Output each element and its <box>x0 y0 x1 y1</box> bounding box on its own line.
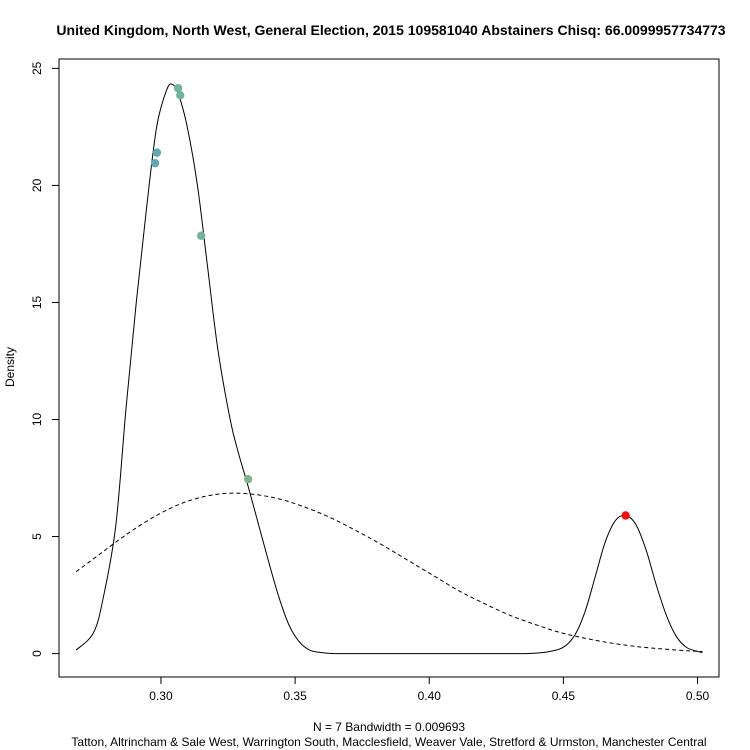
kde-density-line <box>75 83 703 655</box>
data-point <box>150 158 160 168</box>
data-point <box>243 474 253 484</box>
y-tick-label: 20 <box>30 178 44 192</box>
constituency-points <box>150 84 630 520</box>
data-point <box>621 511 630 520</box>
y-tick-label: 5 <box>30 533 44 540</box>
x-tick-label: 0.45 <box>552 689 576 703</box>
x-tick-label: 0.40 <box>418 689 442 703</box>
chart-title: United Kingdom, North West, General Elec… <box>56 22 725 38</box>
y-tick-label: 15 <box>30 295 44 309</box>
x-axis-caption-constituencies: Tatton, Altrincham & Sale West, Warringt… <box>71 735 706 749</box>
x-axis-caption-stats: N = 7 Bandwidth = 0.009693 <box>313 720 465 734</box>
y-tick-label: 25 <box>30 61 44 75</box>
y-tick-label: 0 <box>30 650 44 657</box>
x-tick-label: 0.30 <box>149 689 173 703</box>
x-axis: 0.30 0.35 0.40 0.45 0.50 <box>149 676 710 703</box>
data-point <box>173 84 183 93</box>
data-point <box>196 231 206 240</box>
data-point <box>176 91 185 100</box>
data-point <box>152 148 162 157</box>
x-tick-label: 0.35 <box>283 689 307 703</box>
y-axis: 0 5 10 15 20 25 <box>30 61 60 657</box>
normal-reference-line <box>75 492 703 652</box>
x-tick-label: 0.50 <box>686 689 710 703</box>
y-tick-label: 10 <box>30 413 44 427</box>
y-axis-title: Density <box>3 347 17 387</box>
plot-series <box>75 83 703 655</box>
